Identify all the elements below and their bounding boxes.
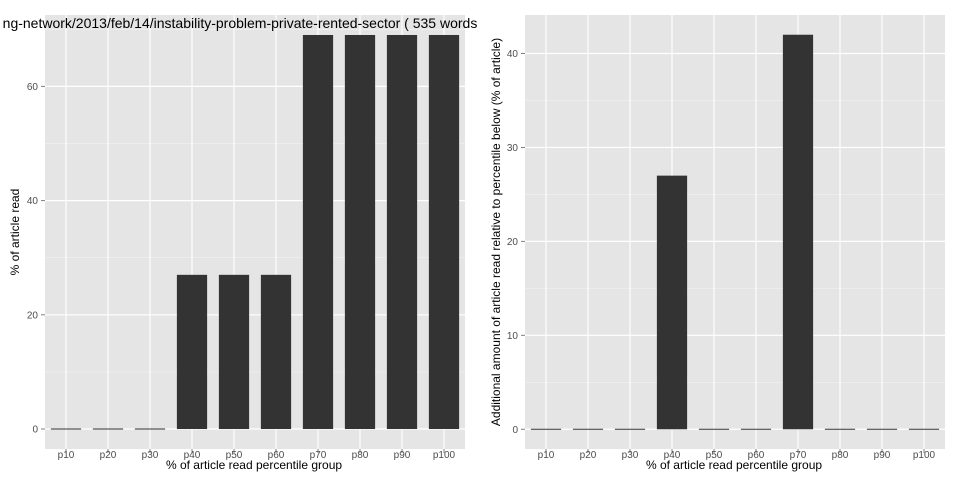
- plot-background: [525, 15, 945, 449]
- y-tick-label: 40: [27, 196, 39, 207]
- y-tick-label: 0: [512, 425, 518, 436]
- x-axis-title: % of article read percentile group: [166, 458, 342, 472]
- x-tick-label: p100: [433, 450, 456, 461]
- x-tick-label: p80: [832, 450, 849, 461]
- bar: [176, 274, 208, 430]
- x-tick-label: p30: [142, 450, 159, 461]
- y-tick-label: 0: [32, 425, 38, 436]
- x-tick-label: p90: [394, 450, 411, 461]
- bar: [260, 274, 292, 430]
- x-tick-label: p40: [184, 450, 201, 461]
- x-tick-label: p40: [664, 450, 681, 461]
- x-tick-label: p20: [100, 450, 117, 461]
- y-tick-label: 60: [27, 82, 39, 93]
- chart-title: ng-network/2013/feb/14/instability-probl…: [3, 15, 478, 31]
- x-tick-label: p90: [874, 450, 891, 461]
- y-tick-label: 30: [507, 143, 519, 154]
- x-tick-label: p20: [580, 450, 597, 461]
- x-axis-title: % of article read percentile group: [646, 458, 822, 472]
- y-tick-label: 10: [507, 331, 519, 342]
- x-tick-label: p70: [310, 450, 327, 461]
- chart-panel-2: 0 10 20 30 40 p10 p20 p30 p40 p50 p60 p70 p80 p90 p100…: [489, 15, 945, 472]
- y-axis-title: Additional amount of article read relati…: [489, 38, 503, 426]
- bar: [302, 34, 334, 430]
- x-tick-label: p50: [706, 450, 723, 461]
- x-tick-label: p100: [913, 450, 936, 461]
- bar: [656, 175, 688, 430]
- x-tick-label: p70: [790, 450, 807, 461]
- chart-panel-1: 0 20 40 60 p10 p20 p30 p40 p50 p60 p70 p80 p90 p100 % …: [3, 15, 478, 472]
- x-tick-label: p10: [538, 450, 555, 461]
- bar: [782, 34, 814, 430]
- bar: [428, 34, 460, 430]
- x-tick-label: p60: [748, 450, 765, 461]
- y-tick-label: 40: [507, 49, 519, 60]
- bar: [218, 274, 250, 430]
- bar: [344, 34, 376, 430]
- bar: [386, 34, 418, 430]
- y-tick-label: 20: [27, 310, 39, 321]
- x-tick-label: p30: [622, 450, 639, 461]
- x-tick-label: p50: [226, 450, 243, 461]
- x-tick-label: p10: [58, 450, 75, 461]
- x-tick-label: p80: [352, 450, 369, 461]
- y-tick-label: 20: [507, 237, 519, 248]
- x-tick-label: p60: [268, 450, 285, 461]
- y-axis-title: % of article read: [8, 189, 22, 276]
